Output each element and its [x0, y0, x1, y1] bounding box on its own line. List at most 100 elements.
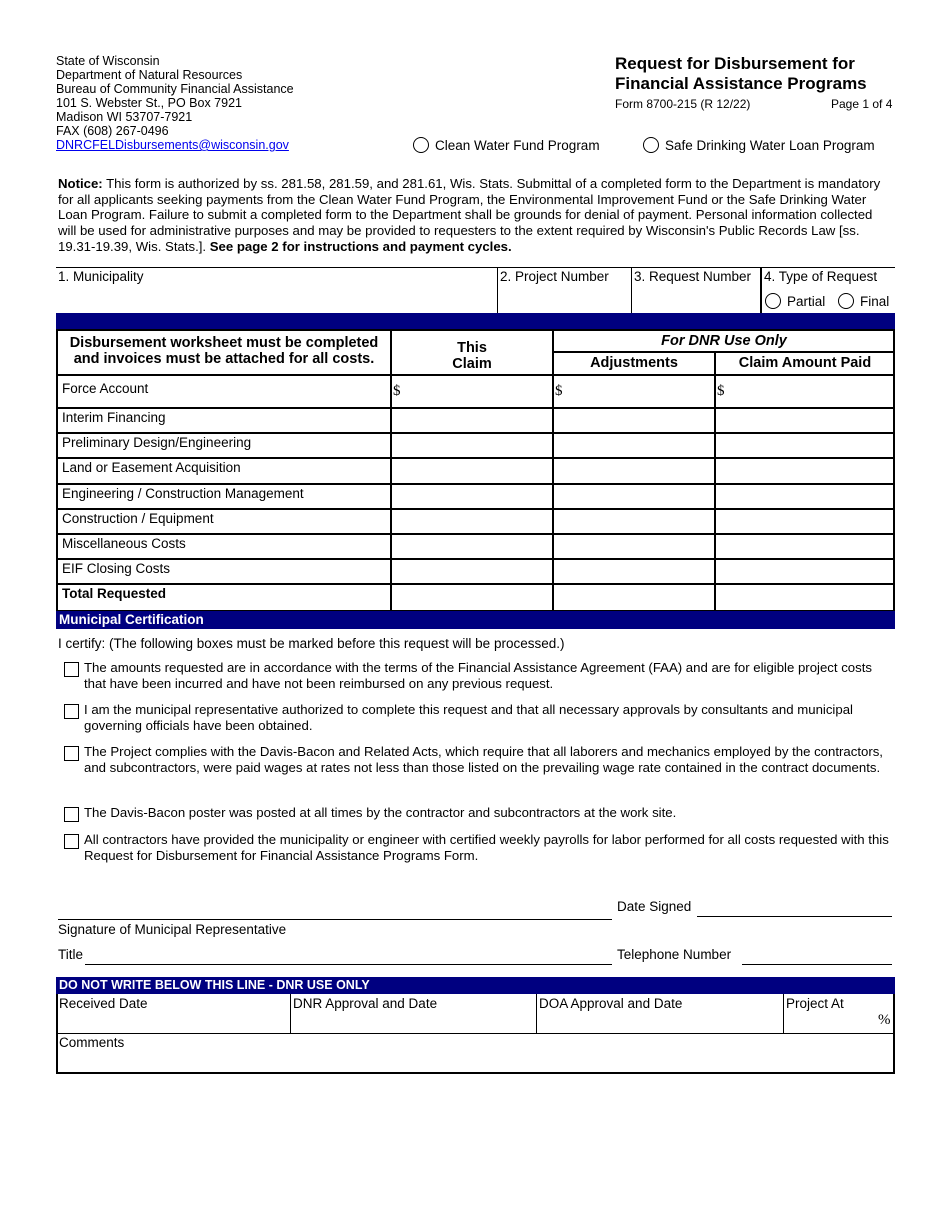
certification-checkbox[interactable] [64, 807, 79, 822]
notice-text: Notice: This form is authorized by ss. 2… [58, 176, 894, 255]
this-claim-cell[interactable] [392, 535, 552, 558]
agency-address: State of Wisconsin Department of Natural… [56, 54, 294, 152]
amount-paid-cell[interactable] [716, 434, 894, 457]
amount-paid-cell[interactable] [716, 585, 894, 611]
divider [760, 267, 762, 313]
form-title: Request for Disbursement for Financial A… [615, 54, 867, 94]
row-label: Miscellaneous Costs [62, 536, 186, 551]
final-radio[interactable]: Final [838, 293, 889, 309]
row-label: Construction / Equipment [62, 511, 214, 526]
row-label: Land or Easement Acquisition [62, 460, 241, 475]
request-number-field[interactable]: 3. Request Number [634, 269, 752, 284]
radio-button[interactable] [413, 137, 429, 153]
this-claim-cell[interactable] [392, 510, 552, 533]
received-date-field: Received Date [59, 996, 148, 1011]
program-clean-water[interactable]: Clean Water Fund Program [413, 137, 600, 153]
adjustments-header: Adjustments [590, 355, 678, 371]
amount-paid-cell[interactable] [716, 409, 894, 432]
divider [631, 267, 632, 313]
agency-line: Bureau of Community Financial Assistance [56, 82, 294, 96]
row-label: Preliminary Design/Engineering [62, 435, 252, 450]
divider [56, 432, 895, 434]
dnr-only-heading: DO NOT WRITE BELOW THIS LINE - DNR USE O… [56, 977, 895, 994]
this-claim-cell[interactable] [392, 585, 552, 611]
adjustments-cell[interactable] [554, 535, 714, 558]
amount-paid-cell[interactable]: $ [716, 377, 894, 407]
amount-paid-cell[interactable] [716, 459, 894, 483]
signature-field[interactable] [58, 919, 612, 920]
project-number-field[interactable]: 2. Project Number [500, 269, 609, 284]
title-label: Title [58, 947, 84, 962]
agency-line: State of Wisconsin [56, 54, 160, 68]
instruction-line: and invoices must be attached for all co… [73, 351, 375, 367]
certification-checkbox[interactable] [64, 746, 79, 761]
row-label: Engineering / Construction Management [62, 486, 304, 501]
amount-paid-cell[interactable] [716, 485, 894, 508]
adjustments-cell[interactable] [554, 459, 714, 483]
certification-statement: All contractors have provided the munici… [84, 832, 889, 863]
divider [56, 407, 895, 409]
divider [56, 267, 895, 268]
adjustments-cell[interactable]: $ [554, 377, 714, 407]
divider [390, 329, 392, 612]
header-line: Claim [452, 356, 492, 372]
notice-label: Notice: [58, 176, 103, 191]
title-line: Request for Disbursement for [615, 54, 855, 73]
certification-checkbox[interactable] [64, 704, 79, 719]
divider [290, 994, 291, 1033]
certification-statement: The Davis-Bacon poster was posted at all… [84, 805, 677, 820]
adjustments-cell[interactable] [554, 485, 714, 508]
type-of-request-label: 4. Type of Request [764, 269, 878, 284]
agency-line: 101 S. Webster St., PO Box 7921 [56, 96, 242, 110]
divider [714, 352, 716, 612]
adjustments-cell[interactable] [554, 510, 714, 533]
table-instruction: Disbursement worksheet must be completed… [58, 335, 390, 367]
title-field[interactable] [85, 964, 612, 965]
certification-checkbox[interactable] [64, 834, 79, 849]
certification-checkbox[interactable] [64, 662, 79, 677]
divider [536, 994, 537, 1033]
divider [497, 267, 498, 313]
program-safe-drinking-water[interactable]: Safe Drinking Water Loan Program [643, 137, 875, 153]
adjustments-cell[interactable] [554, 434, 714, 457]
certification-intro: I certify: (The following boxes must be … [58, 636, 565, 651]
partial-radio[interactable]: Partial [765, 293, 825, 309]
date-signed-label: Date Signed [617, 899, 692, 914]
this-claim-cell[interactable] [392, 459, 552, 483]
date-signed-field[interactable] [697, 916, 892, 917]
divider [56, 583, 895, 585]
currency-symbol: $ [717, 383, 725, 399]
this-claim-cell[interactable]: $ [392, 377, 552, 407]
radio-label: Clean Water Fund Program [435, 138, 600, 153]
adjustments-cell[interactable] [554, 585, 714, 611]
radio-label: Partial [787, 294, 826, 309]
amount-paid-cell[interactable] [716, 510, 894, 533]
amount-paid-header: Claim Amount Paid [738, 355, 872, 371]
adjustments-cell[interactable] [554, 560, 714, 583]
notice-instructions: See page 2 for instructions and payment … [209, 238, 512, 254]
radio-button[interactable] [765, 293, 781, 309]
amount-paid-cell[interactable] [716, 560, 894, 583]
telephone-field[interactable] [742, 964, 892, 965]
this-claim-cell[interactable] [392, 434, 552, 457]
this-claim-cell[interactable] [392, 485, 552, 508]
dnr-use-header: For DNR Use Only [661, 333, 787, 349]
divider [56, 483, 895, 485]
amount-paid-cell[interactable] [716, 535, 894, 558]
dnr-approval-field: DNR Approval and Date [293, 996, 438, 1011]
adjustments-cell[interactable] [554, 409, 714, 432]
divider [552, 329, 554, 612]
instruction-line: Disbursement worksheet must be completed [69, 335, 379, 351]
this-claim-cell[interactable] [392, 409, 552, 432]
radio-button[interactable] [643, 137, 659, 153]
agency-line: Department of Natural Resources [56, 68, 243, 82]
email-link[interactable]: DNRCFELDisbursements@wisconsin.gov [56, 138, 289, 152]
radio-button[interactable] [838, 293, 854, 309]
this-claim-cell[interactable] [392, 560, 552, 583]
row-label: Total Requested [62, 586, 167, 601]
certification-statement: The amounts requested are in accordance … [84, 660, 872, 691]
certification-statement: The Project complies with the Davis-Baco… [84, 744, 883, 775]
municipality-field[interactable]: 1. Municipality [58, 269, 144, 284]
divider [56, 533, 895, 535]
